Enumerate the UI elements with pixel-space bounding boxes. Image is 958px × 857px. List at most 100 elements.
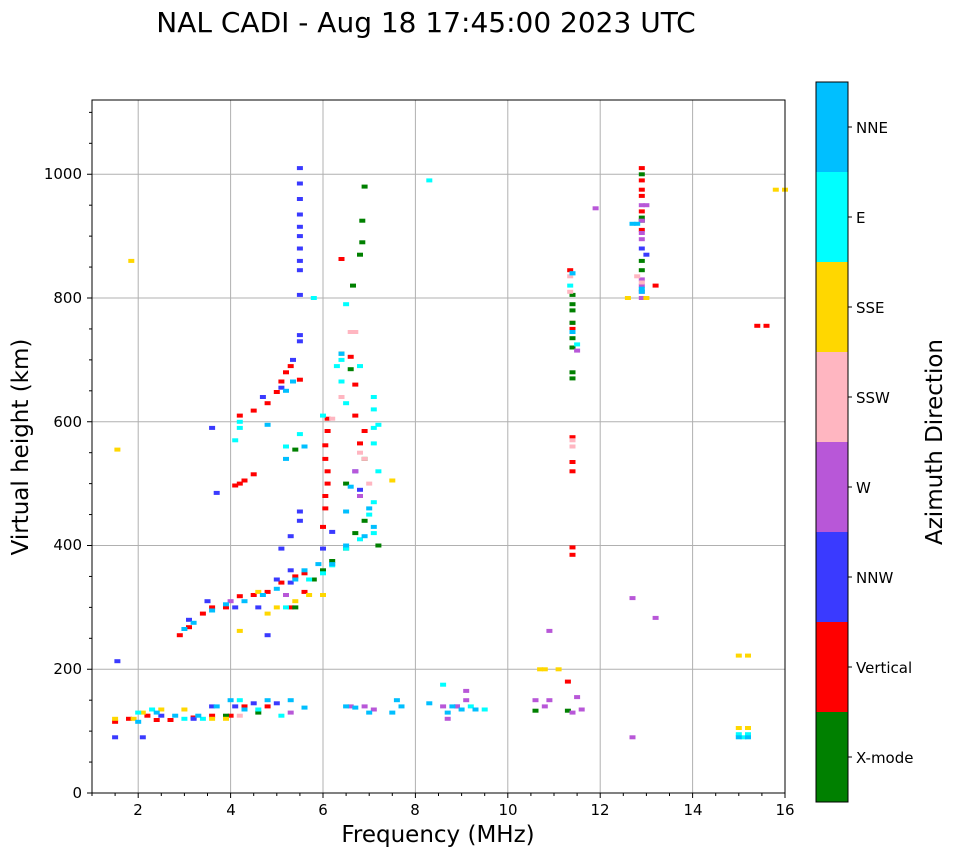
echo-point-e — [135, 710, 142, 715]
echo-point-vertical — [250, 472, 257, 477]
echo-point-vertical — [283, 370, 289, 375]
echo-point-sse — [389, 478, 396, 483]
echo-point-nnw — [213, 490, 220, 495]
echo-point-sse — [236, 628, 243, 633]
x-tick-label-6: 6 — [318, 801, 328, 819]
echo-point-nnw — [209, 425, 216, 430]
echo-point-nnw — [158, 713, 165, 718]
echo-point-nne — [370, 524, 377, 529]
y-tick-label-1000: 1000 — [44, 165, 82, 183]
echo-point-vertical — [638, 166, 645, 171]
echo-point-vertical — [569, 460, 576, 464]
echo-point-e — [567, 283, 574, 288]
echo-point-w — [546, 628, 553, 633]
echo-point-w — [652, 615, 659, 620]
echo-point-nnw — [296, 268, 303, 273]
echo-point-nnw — [232, 605, 239, 610]
echo-point-nnw — [190, 716, 197, 721]
echo-point-sse — [264, 611, 271, 616]
echo-point-nne — [472, 707, 479, 712]
echo-point-nnw — [296, 212, 303, 217]
echo-point-x-mode — [638, 215, 645, 220]
echo-point-nne — [223, 602, 229, 607]
echo-point-w — [463, 688, 470, 693]
echo-point-w — [283, 593, 289, 597]
colorbar-segment-w — [816, 442, 848, 532]
echo-point-x-mode — [569, 308, 576, 313]
echo-point-nne — [629, 221, 636, 226]
echo-point-vertical — [324, 429, 331, 433]
axis-ticks — [87, 111, 786, 798]
echo-point-nne — [343, 509, 350, 514]
echo-point-nnw — [296, 258, 303, 263]
echo-point-vertical — [241, 478, 248, 483]
data-points — [112, 166, 788, 740]
echo-point-e — [283, 605, 289, 610]
colorbar-title: Azimuth Direction — [922, 339, 948, 545]
echo-point-e — [255, 707, 262, 712]
echo-point-e — [236, 698, 243, 703]
plot-area — [87, 99, 788, 798]
echo-point-e — [310, 296, 317, 300]
echo-point-w — [592, 206, 599, 211]
echo-point-nne — [283, 388, 289, 393]
echo-point-x-mode — [343, 481, 350, 486]
echo-point-vertical — [287, 605, 294, 610]
echo-point-nne — [195, 713, 202, 718]
x-tick-label-14: 14 — [683, 801, 702, 819]
echo-point-x-mode — [359, 218, 366, 223]
echo-point-x-mode — [569, 345, 576, 350]
echo-point-x-mode — [255, 710, 262, 715]
echo-point-nne — [209, 608, 216, 613]
y-tick-label-800: 800 — [53, 289, 82, 307]
echo-point-sse — [181, 707, 188, 712]
echo-point-x-mode — [638, 258, 645, 263]
echo-point-nnw — [287, 580, 294, 585]
echo-point-ssw — [347, 330, 354, 334]
colorbar-segment-vertical — [816, 622, 848, 712]
echo-point-nne — [638, 286, 645, 291]
echo-point-e — [236, 425, 243, 430]
y-tick-label-200: 200 — [53, 660, 82, 678]
echo-point-vertical — [361, 429, 368, 433]
echo-point-w — [638, 231, 645, 235]
echo-point-nnw — [114, 659, 121, 664]
colorbar-segment-sse — [816, 262, 848, 352]
echo-point-vertical — [250, 408, 257, 413]
echo-point-sse — [735, 726, 742, 730]
echo-point-e — [199, 716, 206, 721]
echo-point-w — [347, 704, 354, 709]
echo-point-x-mode — [350, 283, 356, 288]
echo-point-x-mode — [347, 367, 354, 372]
echo-point-sse — [158, 707, 165, 712]
echo-point-sse — [273, 605, 280, 610]
echo-point-nnw — [250, 701, 257, 706]
echo-point-e — [440, 682, 447, 687]
echo-point-nne — [264, 698, 271, 703]
echo-point-nne — [181, 627, 188, 631]
echo-point-x-mode — [292, 605, 299, 610]
echo-point-x-mode — [361, 518, 368, 523]
echo-point-vertical — [352, 382, 359, 387]
echo-point-vertical — [296, 377, 303, 382]
echo-point-e — [370, 500, 377, 505]
echo-point-w — [638, 203, 645, 208]
echo-point-vertical — [357, 441, 363, 446]
echo-point-e — [574, 342, 581, 347]
echo-point-w — [463, 698, 470, 703]
echo-point-e — [343, 546, 350, 551]
echo-point-vertical — [236, 594, 243, 599]
echo-point-nnw — [296, 166, 303, 171]
echo-point-vertical — [754, 323, 761, 328]
echo-point-nne — [449, 704, 456, 709]
echo-point-nne — [634, 221, 641, 226]
echo-point-nne — [227, 698, 234, 703]
echo-point-nnw — [357, 487, 363, 492]
echo-point-nne — [273, 586, 280, 591]
echo-point-x-mode — [357, 252, 363, 257]
colorbar-frame — [815, 81, 849, 803]
colorbar-label-sse: SSE — [856, 299, 885, 317]
y-tick-label-400: 400 — [53, 536, 82, 554]
echo-point-nne — [241, 707, 248, 712]
echo-point-x-mode — [569, 320, 576, 325]
